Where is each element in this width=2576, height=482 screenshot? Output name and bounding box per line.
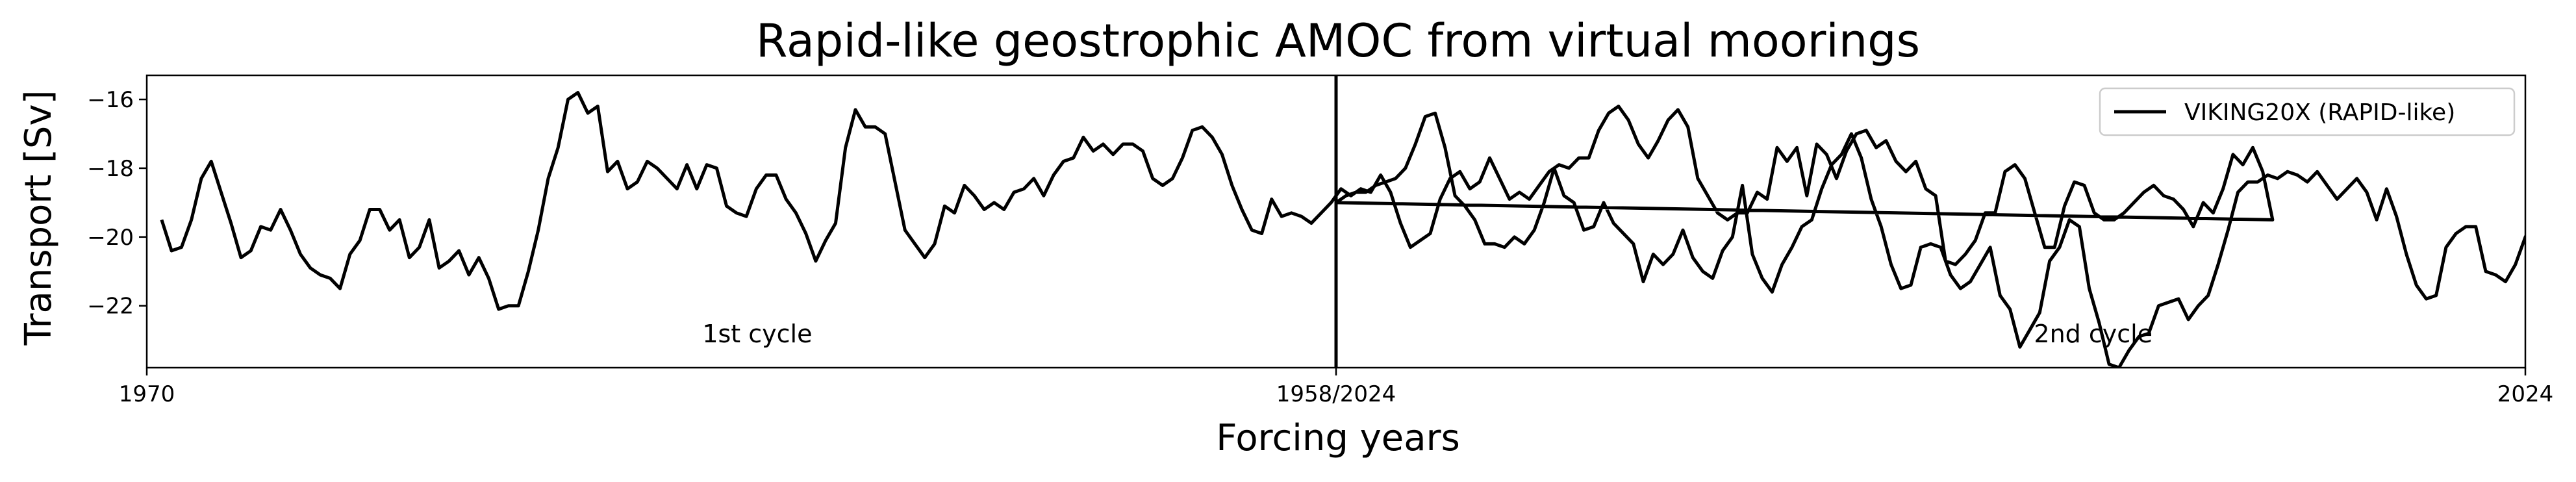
x-tick-label: 2024: [2497, 381, 2554, 407]
y-tick-label: −22: [87, 294, 134, 320]
legend-box: [2099, 87, 2516, 136]
chart-title: Rapid-like geostrophic AMOC from virtual…: [756, 14, 1920, 68]
x-tick-label: 1970: [119, 381, 175, 407]
series-line: [160, 91, 2525, 368]
x-axis-title: Forcing years: [1216, 417, 1460, 459]
y-axis-title: Transport [Sv]: [18, 90, 60, 346]
annotation-1st-cycle: 1st cycle: [702, 320, 812, 348]
plot-area: −16 −18 −20 −22 1970 1958/2024 2024 1st cycle 2n…: [87, 74, 2554, 407]
y-tick-label: −16: [87, 87, 134, 113]
y-tick-label: −20: [87, 225, 134, 251]
legend-label: VIKING20X (RAPID-like): [2184, 99, 2455, 126]
y-tick-label: −18: [87, 156, 134, 182]
x-tick-label: 1958/2024: [1276, 381, 1396, 407]
annotation-2nd-cycle: 2nd cycle: [2034, 320, 2153, 348]
